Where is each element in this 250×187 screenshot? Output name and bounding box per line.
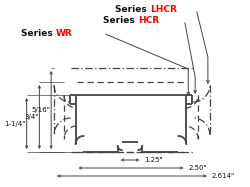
Text: 2.50": 2.50"	[188, 165, 207, 171]
Text: 3/4": 3/4"	[24, 114, 38, 120]
Text: LHCR: LHCR	[150, 4, 177, 13]
Text: WR: WR	[56, 28, 73, 38]
Text: 5/16": 5/16"	[31, 107, 50, 113]
Text: 1.25": 1.25"	[144, 157, 163, 163]
Text: 2.614": 2.614"	[212, 173, 235, 179]
Text: Series: Series	[21, 28, 56, 38]
Text: HCR: HCR	[138, 16, 160, 24]
Text: 1-1/4": 1-1/4"	[4, 120, 26, 126]
Text: Series: Series	[115, 4, 150, 13]
Text: Series: Series	[104, 16, 138, 24]
